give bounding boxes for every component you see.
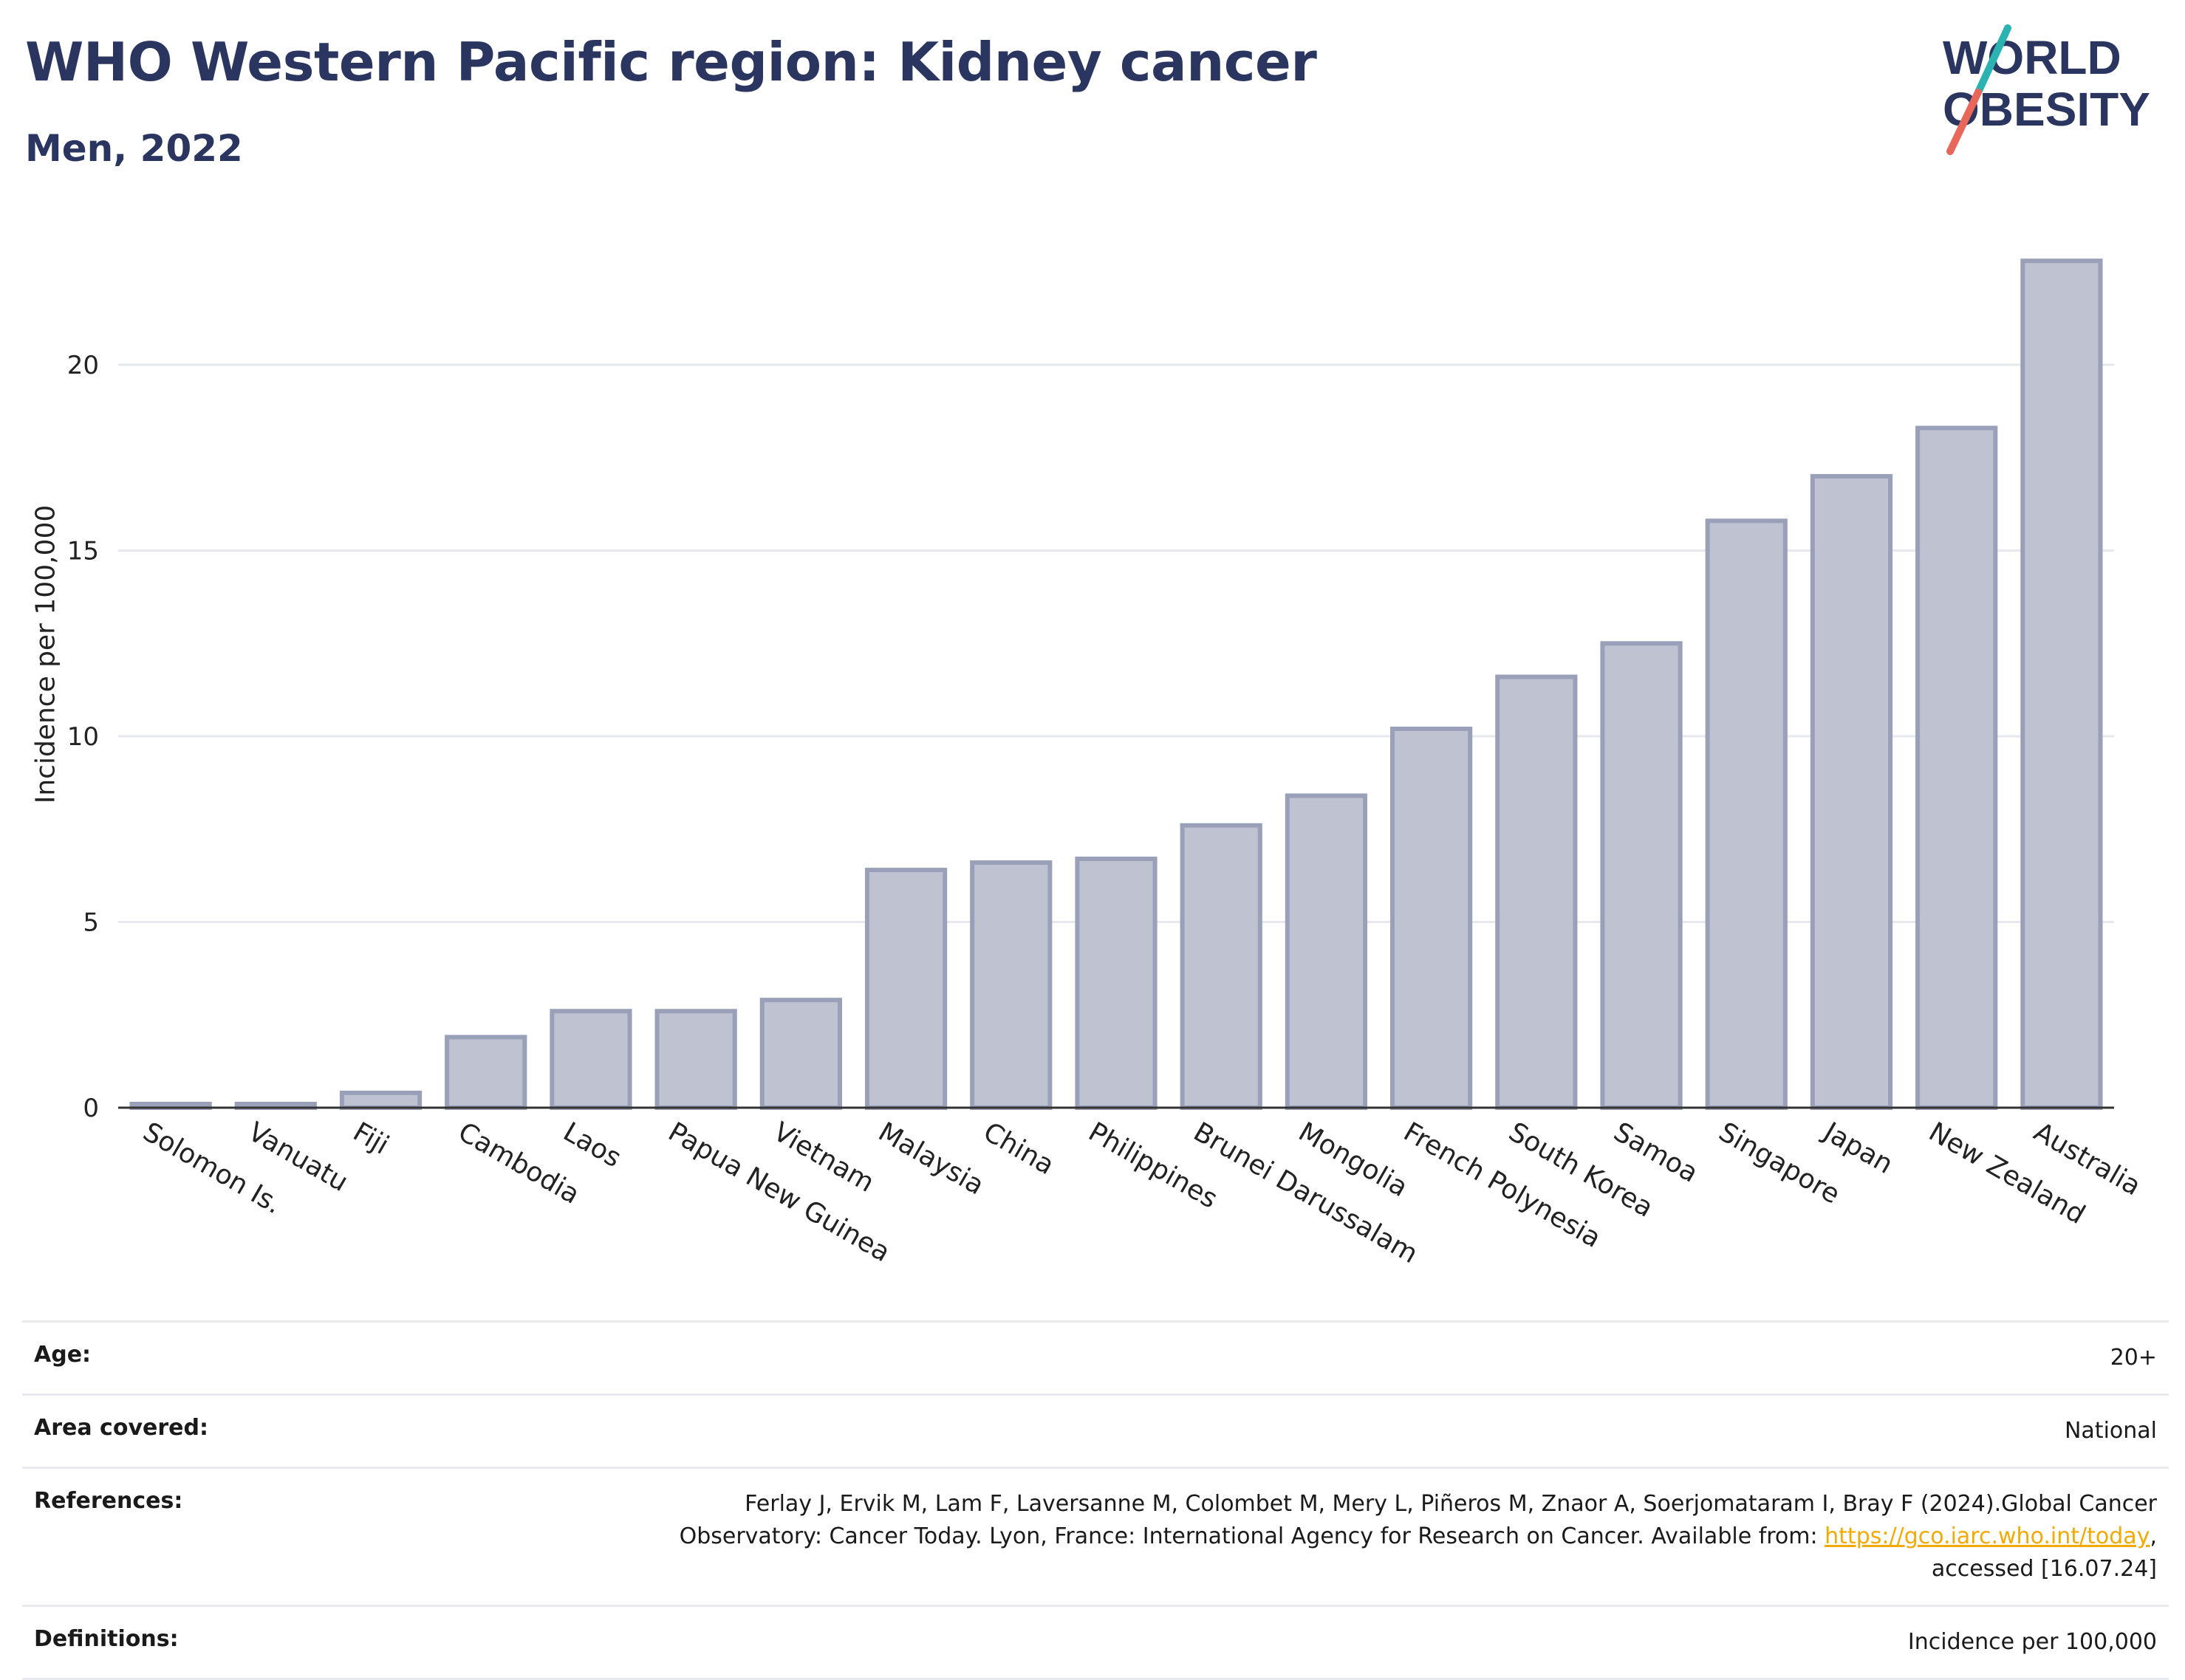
x-tick-label: China: [978, 1117, 1059, 1181]
bar-philippines: [1075, 857, 1158, 1111]
bar-new-zealand: [1915, 425, 1998, 1110]
chart-subtitle: Men, 2022: [25, 127, 243, 170]
bar-australia: [2020, 258, 2103, 1110]
bar-china: [970, 860, 1053, 1110]
y-axis-label: Incidence per 100,000: [30, 504, 61, 804]
bar-south-korea: [1495, 674, 1578, 1110]
references-line-2: Observatory: Cancer Today. Lyon, France:…: [679, 1523, 1825, 1549]
references-line-1: Ferlay J, Ervik M, Lam F, Laversanne M, …: [745, 1491, 2157, 1517]
references-link[interactable]: https://gco.iarc.who.int/today: [1825, 1523, 2150, 1549]
chart-title: WHO Western Pacific region: Kidney cance…: [25, 31, 1317, 93]
y-tick-label: 0: [83, 1094, 99, 1123]
bar-fiji: [339, 1090, 423, 1111]
bar-japan: [1810, 473, 1893, 1110]
logo-text-world: WORLD: [1943, 31, 2121, 84]
area-value: National: [2064, 1418, 2157, 1444]
bar-laos: [550, 1009, 632, 1111]
x-tick-label: Japan: [1817, 1116, 1898, 1180]
x-tick-label: Laos: [558, 1117, 626, 1173]
x-tick-label: Fiji: [348, 1117, 394, 1161]
x-tick-label: French Polynesia: [1398, 1117, 1606, 1254]
y-tick-label: 20: [67, 351, 99, 380]
metadata-table: Age: 20+ Area covered: National Referenc…: [22, 1320, 2169, 1680]
meta-row-references: References: Ferlay J, Ervik M, Lam F, La…: [22, 1467, 2169, 1606]
definitions-value: Incidence per 100,000: [1907, 1629, 2157, 1655]
logo-slash-teal: [1974, 24, 2011, 96]
references-line-3: accessed [16.07.24]: [1931, 1556, 2157, 1582]
meta-row-definitions: Definitions: Incidence per 100,000: [22, 1605, 2169, 1679]
bar-french-polynesia: [1390, 726, 1473, 1110]
meta-row-age: Age: 20+: [22, 1321, 2169, 1395]
bar-brunei-darussalam: [1180, 823, 1262, 1111]
y-tick-label: 5: [83, 908, 99, 938]
logo-slash-coral: [1946, 89, 1982, 155]
bar-singapore: [1705, 518, 1788, 1110]
y-tick-label: 10: [67, 722, 99, 752]
bar-samoa: [1600, 641, 1683, 1110]
x-tick-label: Malaysia: [873, 1117, 989, 1201]
bar-vietnam: [759, 998, 842, 1111]
area-label: Area covered:: [34, 1415, 208, 1441]
references-line-2-suffix: ,: [2150, 1523, 2157, 1549]
y-axis-ticks: 0 5 10 15 20: [67, 351, 99, 1123]
bar-malaysia: [864, 868, 948, 1110]
definitions-label: Definitions:: [34, 1626, 179, 1652]
meta-row-area: Area covered: National: [22, 1394, 2169, 1468]
age-label: Age:: [34, 1342, 92, 1368]
bar-mongolia: [1285, 793, 1368, 1111]
age-value: 20+: [2110, 1345, 2157, 1371]
bars: [129, 258, 2103, 1111]
world-obesity-logo: WORLD OBESITY: [1943, 24, 2150, 155]
references-value: Ferlay J, Ervik M, Lam F, Laversanne M, …: [489, 1468, 2169, 1606]
bar-papua-new-guinea: [654, 1009, 737, 1111]
y-tick-label: 15: [67, 537, 99, 566]
bar-cambodia: [445, 1035, 527, 1111]
references-label: References:: [34, 1488, 183, 1514]
